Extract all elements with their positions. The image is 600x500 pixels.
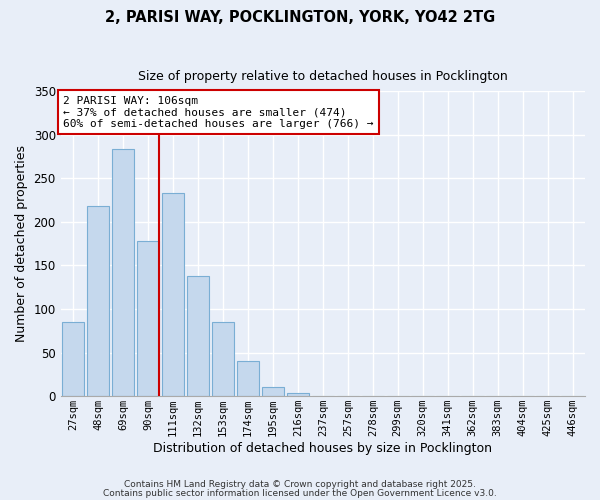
Text: Contains HM Land Registry data © Crown copyright and database right 2025.: Contains HM Land Registry data © Crown c… [124, 480, 476, 489]
Y-axis label: Number of detached properties: Number of detached properties [15, 145, 28, 342]
Bar [162, 193, 184, 396]
Bar [62, 322, 85, 396]
Bar [87, 206, 109, 396]
Bar [236, 362, 259, 396]
Bar [212, 322, 234, 396]
Bar [137, 241, 159, 396]
Bar [262, 386, 284, 396]
Bar [187, 276, 209, 396]
Text: 2 PARISI WAY: 106sqm
← 37% of detached houses are smaller (474)
60% of semi-deta: 2 PARISI WAY: 106sqm ← 37% of detached h… [63, 96, 374, 129]
X-axis label: Distribution of detached houses by size in Pocklington: Distribution of detached houses by size … [154, 442, 493, 455]
Bar [112, 148, 134, 396]
Title: Size of property relative to detached houses in Pocklington: Size of property relative to detached ho… [138, 70, 508, 83]
Text: 2, PARISI WAY, POCKLINGTON, YORK, YO42 2TG: 2, PARISI WAY, POCKLINGTON, YORK, YO42 2… [105, 10, 495, 25]
Bar [287, 392, 309, 396]
Text: Contains public sector information licensed under the Open Government Licence v3: Contains public sector information licen… [103, 488, 497, 498]
